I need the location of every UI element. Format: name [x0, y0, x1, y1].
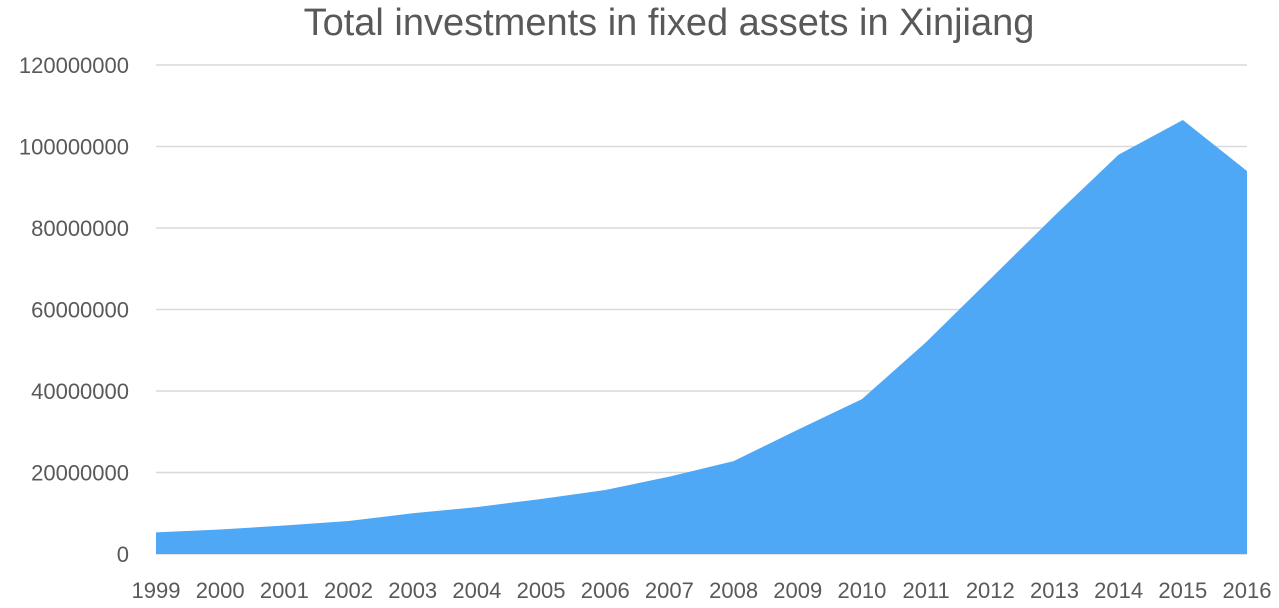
x-tick-label: 2014 [1094, 578, 1143, 603]
x-tick-label: 2007 [645, 578, 694, 603]
x-tick-label: 2000 [196, 578, 245, 603]
x-tick-label: 2005 [517, 578, 566, 603]
y-tick-label: 20000000 [31, 461, 129, 486]
y-tick-label: 80000000 [31, 216, 129, 241]
area-series [156, 120, 1247, 554]
y-tick-label: 100000000 [19, 135, 129, 160]
x-tick-label: 2015 [1158, 578, 1207, 603]
x-tick-label: 2004 [452, 578, 501, 603]
x-tick-label: 2003 [388, 578, 437, 603]
x-tick-label: 2016 [1223, 578, 1272, 603]
y-tick-label: 120000000 [19, 53, 129, 78]
x-tick-label: 2011 [902, 578, 949, 603]
y-tick-label: 60000000 [31, 298, 129, 323]
x-tick-label: 2001 [260, 578, 309, 603]
x-tick-label: 1999 [132, 578, 181, 603]
area-series-0 [156, 120, 1247, 554]
x-tick-label: 2002 [324, 578, 373, 603]
y-tick-label: 40000000 [31, 379, 129, 404]
x-tick-label: 2008 [709, 578, 758, 603]
x-tick-label: 2009 [773, 578, 822, 603]
y-axis-tick-labels: 0 20000000 40000000 60000000 80000000 1000000… [19, 53, 129, 567]
chart-title: Total investments in fixed assets in Xin… [303, 2, 1035, 44]
x-tick-label: 2006 [581, 578, 630, 603]
x-tick-label: 2010 [837, 578, 886, 603]
x-axis-tick-labels: 1999 2000 2001 2002 2003 2004 2005 2006 2007 2008… [132, 578, 1272, 603]
y-tick-label: 0 [117, 542, 129, 567]
x-tick-label: 2012 [966, 578, 1015, 603]
x-tick-label: 2013 [1030, 578, 1079, 603]
